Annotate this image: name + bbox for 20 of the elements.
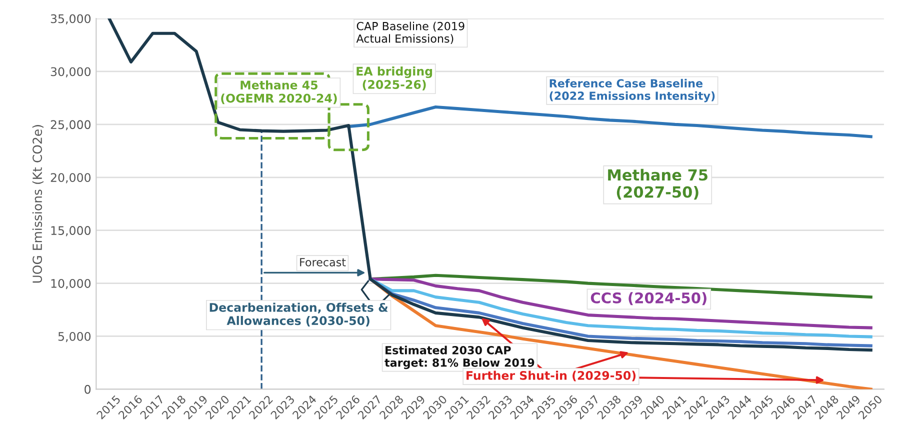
y-tick-label: 35,000 <box>50 14 91 24</box>
y-tick-label: 30,000 <box>50 67 91 78</box>
annotation: Methane 45 (OGEMR 2020-24) <box>221 80 337 104</box>
annotation: EA bridging (2025-26) <box>356 66 432 90</box>
y-tick-label: 20,000 <box>50 173 91 184</box>
y-tick-label: 10,000 <box>51 279 91 290</box>
y-axis-title: UOG Emissions (Kt CO2e) <box>32 125 44 283</box>
annotation: Further Shut-in (2029-50) <box>466 370 636 382</box>
annotation: CAP Baseline (2019 Actual Emissions) <box>356 22 464 44</box>
y-tick-label: 0 <box>84 384 91 394</box>
annotation: CCS (2024-50) <box>590 292 706 306</box>
annotation: Reference Case Baseline (2022 Emissions Intensity) <box>550 78 715 102</box>
annotation: Methane 75 (2027-50) <box>608 168 708 200</box>
y-tick-label: 25,000 <box>50 120 91 130</box>
y-tick-label: 5,000 <box>58 332 91 342</box>
annotation: Estimated 2030 CAP target: 81% Below 2019 <box>384 346 534 370</box>
annotation: Forecast <box>300 258 346 266</box>
y-tick-label: 15,000 <box>51 226 91 236</box>
annotation: Decarbenization, Offsets & Allowances (2030-50) <box>210 302 388 326</box>
line-series <box>347 105 872 138</box>
